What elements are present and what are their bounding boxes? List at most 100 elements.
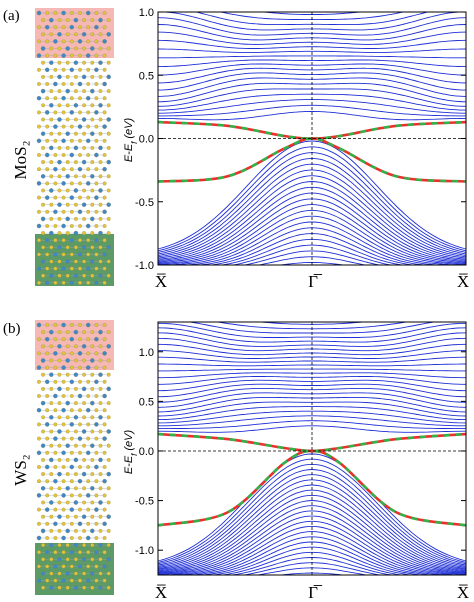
ws2-sulfur-atom <box>94 578 99 583</box>
edge-state-red-1 <box>158 449 466 527</box>
ws2-metal-atom <box>57 429 62 434</box>
ws2-sulfur-atom <box>78 323 82 327</box>
mos2-metal-atom <box>53 166 58 172</box>
mos2-sulfur-atom <box>45 181 50 186</box>
mos2-metal-atom <box>81 32 87 37</box>
mos2-sulfur-atom <box>78 195 82 200</box>
mos2-metal-atom <box>98 188 103 193</box>
ws2-sulfur-atom <box>73 386 78 391</box>
mos2-sulfur-atom <box>106 231 111 236</box>
y-tick-label: 0.0 <box>139 134 154 146</box>
mos2-metal-atom <box>106 117 111 122</box>
material-label-mos2: MoS₂ <box>11 141 30 180</box>
ws2-sulfur-atom <box>37 379 41 384</box>
y-axis-label-a-sub: f <box>130 141 139 144</box>
ws2-sulfur-atom <box>49 401 54 406</box>
ws2-sulfur-atom <box>78 550 82 555</box>
ws2-metal-atom <box>73 329 79 335</box>
ws2-sulfur-atom <box>78 408 82 413</box>
mos2-metal-atom <box>40 216 46 222</box>
mos2-sulfur-atom <box>82 46 87 51</box>
mos2-metal-atom <box>98 103 103 108</box>
mos2-metal-atom <box>69 24 75 30</box>
ws2-metal-atom <box>44 507 50 512</box>
mos2-sulfur-atom <box>86 39 91 44</box>
mos2-sulfur-atom <box>90 202 95 207</box>
mos2-sulfur-atom <box>37 280 41 285</box>
ws2-sulfur-atom <box>90 372 95 377</box>
mos2-metal-atom <box>61 181 66 186</box>
mos2-metal-atom <box>49 60 54 65</box>
ws2-sulfur-atom <box>73 358 78 363</box>
ws2-sulfur-atom <box>94 536 99 540</box>
mos2-metal-atom <box>77 39 83 44</box>
ws2-sulfur-atom <box>78 507 82 512</box>
mos2-sulfur-atom <box>37 67 41 72</box>
ws2-sulfur-atom <box>53 550 58 555</box>
mos2-sulfur-atom <box>94 124 99 129</box>
ws2-metal-atom <box>49 415 54 420</box>
mos2-sulfur-atom <box>94 181 99 186</box>
ws2-sulfur-atom <box>90 429 95 434</box>
ws2-sulfur-atom <box>61 337 66 342</box>
ws2-sulfur-atom <box>49 386 54 391</box>
y-tick-label: -0.5 <box>135 197 154 209</box>
ws2-sulfur-atom <box>98 386 103 391</box>
mos2-sulfur-atom <box>82 89 87 94</box>
ws2-sulfur-atom <box>41 500 46 505</box>
mos2-sulfur-atom <box>57 216 62 221</box>
mos2-metal-atom <box>77 124 83 129</box>
mos2-sulfur-atom <box>53 195 58 200</box>
mos2-sulfur-atom <box>82 231 87 236</box>
ws2-sulfur-atom <box>65 514 70 519</box>
mos2-metal-atom <box>81 117 87 122</box>
mos2-sulfur-atom <box>98 46 103 51</box>
mos2-metal-atom <box>49 273 54 278</box>
conduction-band <box>158 39 466 49</box>
ws2-sulfur-atom <box>69 521 74 526</box>
mos2-sulfur-atom <box>65 60 70 65</box>
mos2-sulfur-atom <box>49 89 54 94</box>
mos2-sulfur-atom <box>82 145 87 150</box>
ws2-sulfur-atom <box>86 337 91 342</box>
ws2-sulfur-atom <box>94 408 99 413</box>
mos2-sulfur-atom <box>41 160 46 165</box>
mos2-sulfur-atom <box>90 103 95 108</box>
ws2-metal-atom <box>57 557 62 562</box>
ws2-sulfur-atom <box>53 365 58 370</box>
ws2-sulfur-atom <box>90 543 95 548</box>
ws2-metal-atom <box>77 478 83 484</box>
ws2-sulfur-atom <box>37 550 41 555</box>
mos2-sulfur-atom <box>98 117 103 122</box>
ws2-sulfur-atom <box>61 550 66 555</box>
mos2-metal-atom <box>102 39 107 44</box>
ws2-sulfur-atom <box>49 344 54 349</box>
mos2-sulfur-atom <box>45 11 50 15</box>
mos2-sulfur-atom <box>57 174 62 179</box>
valence-band <box>158 489 466 570</box>
mos2-sulfur-atom <box>61 25 66 30</box>
ws2-sulfur-atom <box>41 372 46 377</box>
mos2-sulfur-atom <box>78 238 82 243</box>
ws2-metal-atom <box>44 464 50 470</box>
ws2-sulfur-atom <box>86 422 91 427</box>
mos2-metal-atom <box>36 95 42 101</box>
panel-label-a: (a) <box>3 8 20 24</box>
ws2-sulfur-atom <box>86 379 91 384</box>
mos2-sulfur-atom <box>106 89 111 94</box>
mos2-sulfur-atom <box>45 252 50 257</box>
mos2-sulfur-atom <box>73 131 78 136</box>
mos2-metal-atom <box>98 60 103 65</box>
mos2-sulfur-atom <box>90 32 95 37</box>
ws2-sulfur-atom <box>94 521 99 526</box>
ws2-metal-atom <box>102 521 107 527</box>
mos2-sulfur-atom <box>61 167 66 172</box>
mos2-sulfur-atom <box>78 138 82 143</box>
ws2-sulfur-atom <box>90 514 95 519</box>
mos2-metal-atom <box>69 237 75 243</box>
ws2-sulfur-atom <box>37 394 41 398</box>
ws2-metal-atom <box>53 564 58 569</box>
ws2-metal-atom <box>98 415 103 420</box>
mos2-sulfur-atom <box>41 103 46 108</box>
mos2-metal-atom <box>57 202 62 207</box>
